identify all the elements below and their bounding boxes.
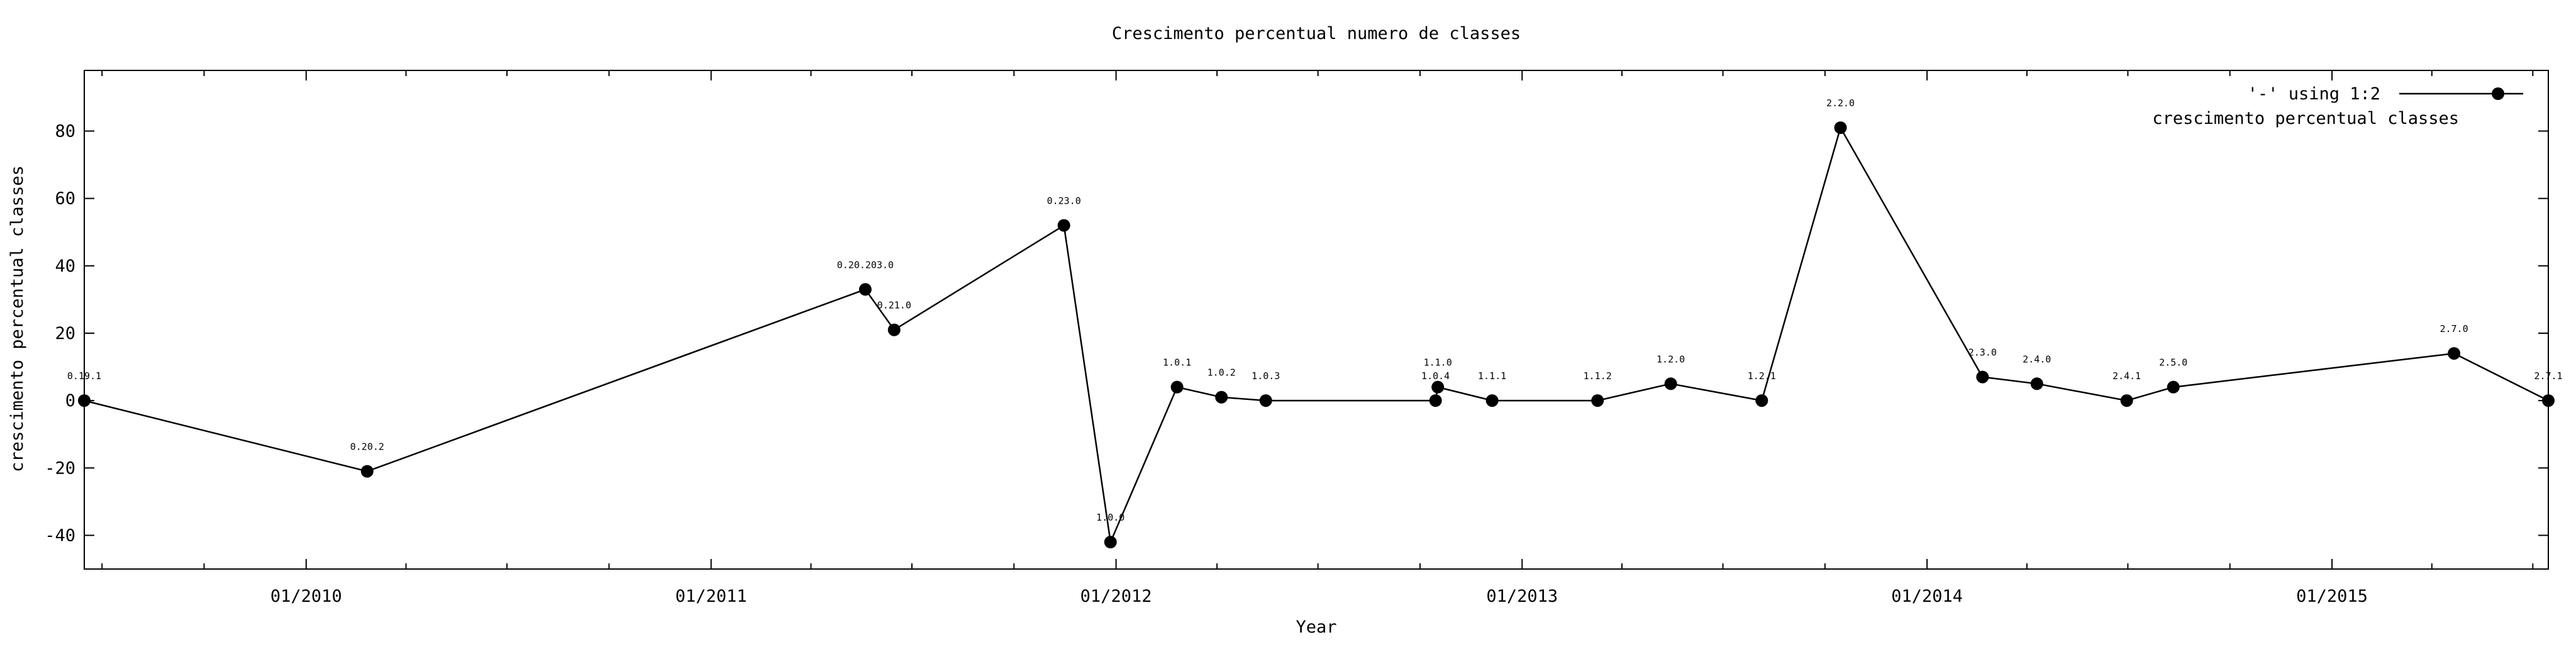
x-tick-label: 01/2011	[675, 587, 747, 606]
point-label: 1.0.4	[1421, 370, 1450, 382]
data-point	[887, 323, 901, 336]
point-label: 0.21.0	[877, 300, 911, 311]
point-label: 2.4.1	[2112, 370, 2141, 382]
point-label: 0.20.203.0	[837, 259, 894, 270]
data-point	[2120, 394, 2133, 407]
data-point	[1170, 380, 1184, 394]
data-point	[1485, 394, 1499, 407]
point-label: 2.2.0	[1826, 97, 1855, 109]
legend-label-description: crescimento percentual classes	[2152, 109, 2459, 128]
data-point	[1976, 370, 1989, 384]
series-line	[84, 125, 2549, 545]
x-axis-title: Year	[1296, 617, 1336, 637]
data-point	[1834, 121, 1847, 135]
x-tick-label: 01/2014	[1891, 587, 1963, 606]
point-label: 0.23.0	[1047, 195, 1081, 206]
y-axis-title: crescimento percentual classes	[8, 165, 27, 472]
data-point	[78, 394, 91, 407]
data-point	[2448, 347, 2461, 360]
x-tick-label: 01/2015	[2296, 587, 2368, 606]
data-point	[1755, 394, 1768, 407]
data-point	[2542, 394, 2555, 407]
point-label: 1.2.1	[1748, 370, 1776, 382]
data-point	[1664, 377, 1677, 390]
x-tick-label: 01/2013	[1486, 587, 1558, 606]
point-label: 1.0.3	[1252, 370, 1280, 382]
data-point	[858, 283, 872, 296]
plot-frame	[84, 70, 2549, 570]
data-point	[360, 465, 374, 478]
legend: '-' using 1:2 crescimento percentual cla…	[2152, 84, 2523, 128]
point-label: 0.19.1	[67, 370, 101, 382]
legend-label-series: '-' using 1:2	[2248, 84, 2380, 104]
y-tick-label: 0	[65, 391, 75, 411]
y-tick-label: 80	[55, 121, 75, 141]
point-label: 2.5.0	[2159, 357, 2187, 368]
data-point	[1591, 394, 1604, 407]
y-tick-label: -20	[45, 458, 75, 478]
point-label: 0.20.2	[350, 441, 384, 453]
point-label: 2.4.0	[2023, 353, 2051, 365]
point-label: 1.1.0	[1424, 357, 1452, 368]
point-label: 1.1.2	[1584, 370, 1612, 382]
point-label: 2.3.0	[1968, 347, 1997, 358]
data-point	[2030, 377, 2043, 390]
data-point	[1259, 394, 1272, 407]
point-label: 1.0.0	[1096, 512, 1124, 523]
y-tick-label: -40	[45, 526, 75, 545]
y-tick-label: 60	[55, 189, 75, 209]
point-label: 2.7.0	[2440, 323, 2468, 335]
plot-area: -40 -20 0 20 40 60 80 01/2010 01/2011 01/2012 01/2…	[45, 70, 2563, 606]
chart-title: Crescimento percentual numero de classes	[1112, 24, 1521, 43]
data-point	[1431, 380, 1445, 394]
point-label: 2.7.1	[2534, 370, 2562, 382]
point-label: 1.2.0	[1657, 353, 1685, 365]
data-point	[1057, 219, 1070, 232]
point-label: 1.0.1	[1163, 357, 1191, 368]
data-point	[1215, 390, 1228, 404]
x-tick-label: 01/2010	[270, 587, 342, 606]
y-tick-label: 20	[55, 324, 75, 343]
legend-marker	[2492, 87, 2504, 100]
point-label: 1.1.1	[1478, 370, 1506, 382]
data-point	[1104, 536, 1117, 549]
point-label: 1.0.2	[1208, 367, 1236, 379]
data-point	[2167, 380, 2180, 394]
y-tick-label: 40	[55, 257, 75, 276]
x-tick-label: 01/2012	[1080, 587, 1152, 606]
data-point	[1429, 394, 1442, 407]
